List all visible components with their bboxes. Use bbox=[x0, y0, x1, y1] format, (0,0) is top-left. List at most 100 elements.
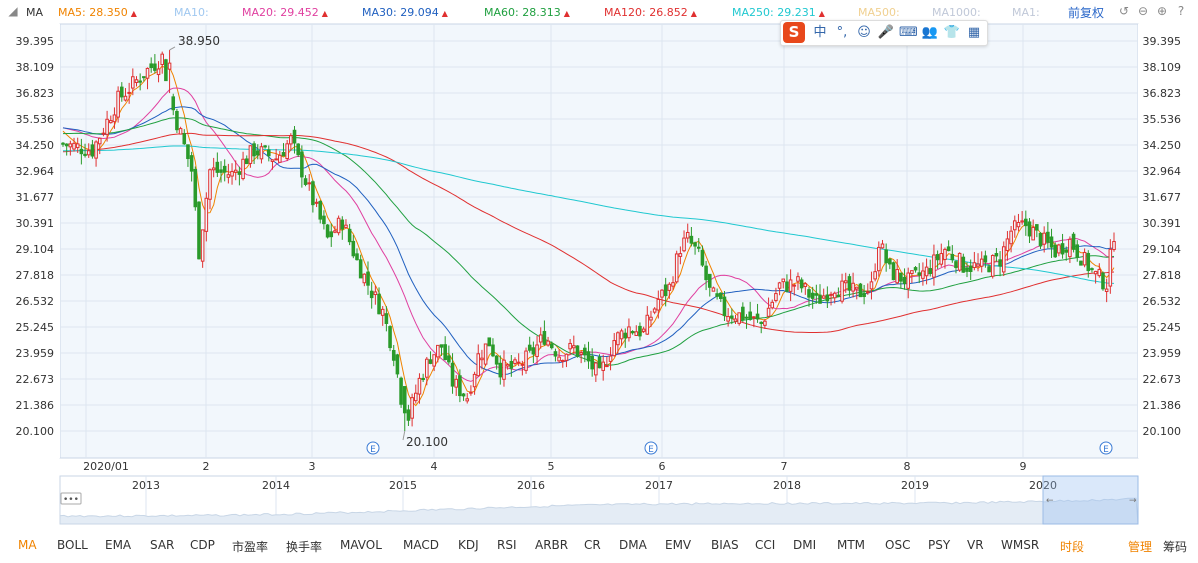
more-icon: ••• bbox=[63, 495, 79, 505]
candle-body bbox=[851, 282, 855, 292]
candle-body bbox=[546, 340, 550, 346]
zoom-in-icon[interactable]: ⊕ bbox=[1156, 4, 1168, 18]
indicator-tab[interactable]: MACD bbox=[403, 538, 439, 552]
candle-body bbox=[597, 356, 602, 369]
undo-icon[interactable]: ↺ bbox=[1118, 4, 1130, 18]
y-tick-label: 34.250 bbox=[1143, 139, 1182, 152]
ma-legend-item[interactable]: MA20: 29.452 ▲ bbox=[242, 6, 328, 19]
ma-legend-item[interactable]: MA250: 29.231 ▲ bbox=[732, 6, 825, 19]
candle-body bbox=[1068, 238, 1072, 258]
indicator-tab[interactable]: DMI bbox=[793, 538, 817, 552]
indicator-tab[interactable]: CCI bbox=[755, 538, 776, 552]
candle-body bbox=[1027, 221, 1032, 237]
indicator-tab[interactable]: KDJ bbox=[458, 538, 479, 552]
candle-body bbox=[178, 128, 183, 135]
indicator-tab[interactable]: CR bbox=[584, 538, 601, 552]
indicator-tab[interactable]: RSI bbox=[497, 538, 517, 552]
skin-icon[interactable]: 👕 bbox=[943, 25, 961, 40]
indicator-tab[interactable]: SAR bbox=[150, 538, 175, 552]
indicator-tab[interactable]: 时段 bbox=[1060, 540, 1085, 554]
candle-body bbox=[623, 332, 628, 339]
candle-body bbox=[1035, 224, 1039, 231]
candle-body bbox=[469, 391, 473, 394]
candle-body bbox=[594, 362, 598, 376]
ma-legend-item[interactable]: MA10: bbox=[174, 6, 209, 19]
candle-body bbox=[222, 165, 227, 173]
indicator-tab[interactable]: OSC bbox=[885, 538, 911, 552]
x-tick-label: 2020/01 bbox=[83, 460, 129, 473]
candle-body bbox=[443, 344, 447, 361]
candle-body bbox=[344, 224, 348, 229]
indicator-tab[interactable]: MTM bbox=[837, 538, 866, 552]
indicator-tab[interactable]: EMA bbox=[105, 538, 132, 552]
y-tick-label: 34.250 bbox=[16, 139, 55, 152]
indicator-tab[interactable]: 换手率 bbox=[286, 540, 323, 554]
chinese-mode-icon[interactable]: 中 bbox=[813, 25, 827, 40]
ma-legend-item[interactable]: MA1000: bbox=[932, 6, 981, 19]
emoji-icon[interactable]: ☺ bbox=[857, 25, 871, 40]
keyboard-icon[interactable]: ⌨ bbox=[899, 25, 918, 40]
candle-body bbox=[1038, 232, 1043, 247]
indicator-tab[interactable]: PSY bbox=[928, 538, 951, 552]
navigator-handle-left-icon[interactable]: ← bbox=[1046, 496, 1054, 506]
indicator-tab[interactable]: VR bbox=[967, 538, 984, 552]
sogou-logo-icon[interactable]: S bbox=[783, 22, 805, 43]
candle-body bbox=[741, 306, 745, 321]
ma-legend-item[interactable]: MA5: 28.350 ▲ bbox=[58, 6, 137, 19]
ma-legend-item[interactable]: MA60: 28.313 ▲ bbox=[484, 6, 570, 19]
candle-body bbox=[233, 169, 238, 173]
ime-toolbar[interactable]: S 中 °, ☺ 🎤 ⌨ 👥 👕 ▦ bbox=[780, 20, 988, 46]
candle-body bbox=[465, 398, 470, 402]
candle-body bbox=[237, 171, 242, 175]
zoom-out-icon[interactable]: ⊖ bbox=[1137, 4, 1149, 18]
candle-body bbox=[391, 349, 396, 361]
navigator-handle-right-icon[interactable]: → bbox=[1129, 496, 1137, 506]
candle-body bbox=[439, 344, 444, 348]
ma-legend-item[interactable]: MA120: 26.852 ▲ bbox=[604, 6, 697, 19]
punctuation-icon[interactable]: °, bbox=[836, 25, 848, 40]
indicator-tab[interactable]: MA bbox=[18, 538, 37, 552]
candle-body bbox=[1053, 244, 1057, 258]
candle-body bbox=[138, 80, 142, 83]
candle-body bbox=[943, 248, 947, 260]
indicator-tab[interactable]: BIAS bbox=[711, 538, 739, 552]
adjust-button[interactable]: 前复权 bbox=[1068, 6, 1105, 20]
menu-triangle-icon[interactable]: ◢ bbox=[8, 4, 18, 18]
indicator-tab[interactable]: CDP bbox=[190, 538, 215, 552]
candle-body bbox=[116, 90, 120, 118]
chips-button[interactable]: 筹码 bbox=[1163, 540, 1188, 554]
y-tick-label: 20.100 bbox=[16, 425, 55, 438]
candle-body bbox=[252, 143, 256, 157]
user-icon[interactable]: 👥 bbox=[921, 25, 939, 40]
ma-legend-item[interactable]: MA1: bbox=[1012, 6, 1040, 19]
help-icon[interactable]: ? bbox=[1177, 4, 1185, 18]
indicator-tab[interactable]: 市盈率 bbox=[232, 540, 269, 554]
y-tick-label: 31.677 bbox=[16, 191, 55, 204]
toolbox-icon[interactable]: ▦ bbox=[967, 25, 981, 40]
candle-body bbox=[884, 249, 888, 264]
voice-icon[interactable]: 🎤 bbox=[877, 25, 895, 40]
indicator-tab[interactable]: DMA bbox=[619, 538, 647, 552]
candle-body bbox=[285, 143, 289, 159]
x-tick-label: 8 bbox=[904, 460, 911, 473]
candle-body bbox=[910, 270, 914, 274]
candle-body bbox=[505, 364, 510, 367]
indicator-tab[interactable]: BOLL bbox=[57, 538, 88, 552]
indicator-tab[interactable]: EMV bbox=[665, 538, 692, 552]
indicator-tab[interactable]: ARBR bbox=[535, 538, 569, 552]
candle-body bbox=[763, 320, 767, 326]
candle-body bbox=[538, 334, 543, 343]
candle-body bbox=[557, 356, 561, 362]
ma-legend-item[interactable]: MA500: bbox=[858, 6, 900, 19]
candlestick-chart[interactable]: 39.395 39.395 38.109 38.109 36.823 36.823 35.5… bbox=[0, 0, 1198, 530]
candle-body bbox=[1071, 233, 1076, 250]
candle-body bbox=[766, 307, 771, 317]
ma-legend-item[interactable]: MA30: 29.094 ▲ bbox=[362, 6, 448, 19]
indicator-tab[interactable]: MAVOL bbox=[340, 538, 382, 552]
manage-button[interactable]: 管理 bbox=[1128, 540, 1153, 554]
candle-body bbox=[311, 181, 315, 206]
indicator-tab[interactable]: WMSR bbox=[1001, 538, 1040, 552]
candle-body bbox=[700, 249, 705, 266]
y-tick-label: 25.245 bbox=[16, 321, 55, 334]
candle-body bbox=[325, 224, 330, 238]
